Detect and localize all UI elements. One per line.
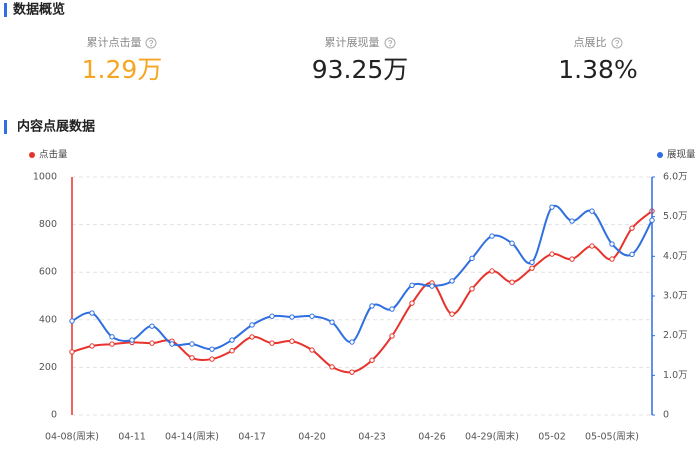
point <box>169 341 175 347</box>
stat-label: 累计展现量 <box>325 36 380 49</box>
point <box>309 313 315 319</box>
point <box>609 256 615 262</box>
legend-label: 展现量 <box>667 150 696 161</box>
y-tick-label: 200 <box>39 362 57 373</box>
point <box>249 322 255 328</box>
point <box>69 318 75 324</box>
point <box>149 340 155 346</box>
point <box>389 333 395 339</box>
stat-value: 93.25万 <box>312 55 409 84</box>
point <box>589 243 595 249</box>
point <box>89 343 95 349</box>
point <box>349 369 355 375</box>
point <box>469 286 475 292</box>
x-tick-label: 04-20 <box>298 432 326 443</box>
stat-value: 1.38% <box>558 55 637 84</box>
point <box>189 355 195 361</box>
x-tick-label: 05-05(周末) <box>585 431 639 443</box>
point <box>109 341 115 347</box>
point <box>509 240 515 246</box>
legend-label: 点击量 <box>39 149 68 161</box>
point <box>269 313 275 319</box>
point <box>329 319 335 325</box>
point <box>529 265 535 271</box>
point <box>469 255 475 262</box>
point <box>349 339 355 345</box>
point <box>389 306 395 312</box>
point <box>629 225 635 231</box>
point <box>369 357 375 363</box>
stat-label: 点展比 <box>574 36 607 49</box>
x-tick-label: 04-14(周末) <box>165 431 219 443</box>
x-tick-label: 04-17 <box>238 432 266 443</box>
point <box>229 337 235 343</box>
legend-swatch <box>657 152 663 158</box>
y2-tick-label: 2.0万 <box>663 330 688 341</box>
point <box>489 233 495 239</box>
y2-tick-label: 3.0万 <box>663 291 688 302</box>
point <box>549 204 555 210</box>
point <box>109 334 115 340</box>
point <box>449 278 455 284</box>
point <box>569 218 575 224</box>
x-tick-label: 04-08(周末) <box>45 431 99 443</box>
y-tick-label: 0 <box>51 410 57 421</box>
point <box>369 303 375 309</box>
x-tick-label: 04-29(周末) <box>465 431 519 443</box>
point <box>609 241 615 247</box>
y2-tick-label: 6.0万 <box>663 172 688 183</box>
y2-tick-label: 0 <box>663 410 669 421</box>
y2-tick-label: 1.0万 <box>663 370 688 381</box>
point <box>89 310 95 316</box>
point <box>149 323 155 329</box>
point <box>209 356 215 362</box>
point <box>629 251 635 258</box>
point <box>309 347 315 353</box>
y-tick-label: 400 <box>39 314 57 325</box>
section-marker <box>4 120 7 134</box>
point <box>529 259 535 265</box>
point <box>69 349 75 355</box>
point <box>229 348 235 354</box>
point <box>329 364 335 370</box>
point <box>509 279 515 285</box>
point <box>549 251 555 257</box>
point <box>289 338 295 344</box>
point <box>409 282 415 288</box>
section-marker <box>4 3 7 17</box>
x-tick-label: 04-26 <box>418 432 446 443</box>
point <box>209 346 215 352</box>
point <box>249 334 255 340</box>
point <box>589 208 595 214</box>
point <box>409 300 415 306</box>
legend-swatch <box>29 152 35 158</box>
x-tick-label: 05-02 <box>538 432 566 443</box>
y2-tick-label: 4.0万 <box>663 251 688 262</box>
stat-label: 累计点击量 <box>87 36 142 49</box>
x-tick-label: 04-23 <box>358 432 386 443</box>
point <box>289 314 295 320</box>
y-tick-label: 1000 <box>33 172 57 183</box>
series-line <box>71 210 653 374</box>
help-icon[interactable] <box>611 37 623 49</box>
y2-tick-label: 5.0万 <box>663 211 688 222</box>
point <box>189 341 195 347</box>
point <box>649 217 655 223</box>
y-tick-label: 600 <box>39 267 57 278</box>
point <box>129 337 135 343</box>
point <box>269 340 275 346</box>
point <box>429 283 435 289</box>
overview-title: 数据概览 <box>13 2 65 18</box>
stat-value: 1.29万 <box>82 55 163 84</box>
help-icon[interactable] <box>145 37 157 49</box>
point <box>569 256 575 262</box>
help-icon[interactable] <box>384 37 396 49</box>
series-line <box>71 204 653 351</box>
point <box>489 268 495 274</box>
y-tick-label: 800 <box>39 219 57 230</box>
section-title: 内容点展数据 <box>17 119 95 135</box>
x-tick-label: 04-11 <box>118 432 146 443</box>
point <box>449 311 455 317</box>
